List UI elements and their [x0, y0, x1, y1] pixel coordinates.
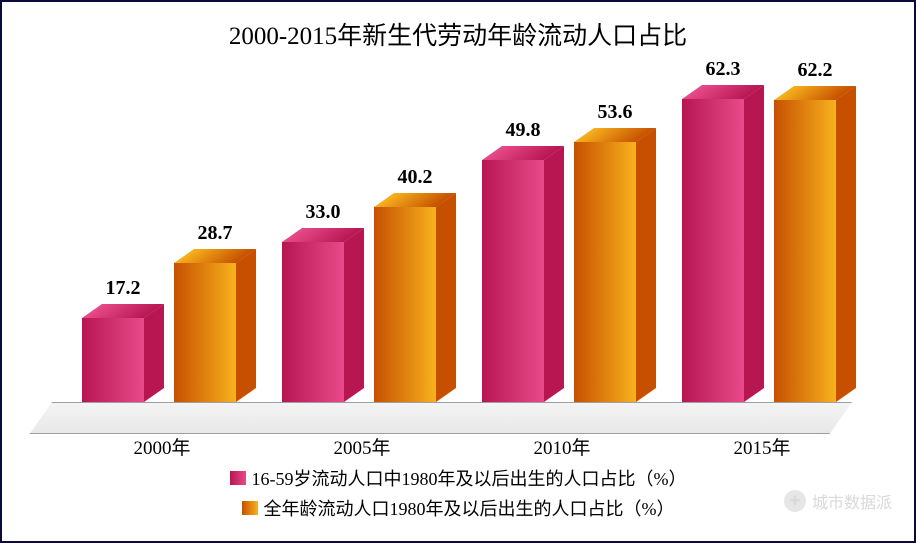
legend-swatch-a: [230, 471, 246, 485]
legend-label-b: 全年龄流动人口1980年及以后出生的人口占比（%）: [264, 495, 675, 521]
bar-series-a: [682, 99, 744, 402]
x-axis-label: 2000年: [62, 433, 262, 460]
bar-series-a: [82, 318, 144, 402]
bar-series-b: [174, 263, 236, 402]
value-label: 62.2: [765, 59, 865, 82]
x-axis-label: 2010年: [462, 433, 662, 460]
value-label: 33.0: [273, 201, 373, 224]
value-label: 62.3: [673, 58, 773, 81]
floor-face: [30, 402, 852, 434]
plot-area: 17.228.72000年33.040.22005年49.853.62010年6…: [62, 62, 862, 432]
legend: 16-59岁流动人口中1980年及以后出生的人口占比（%） 全年龄流动人口198…: [2, 463, 914, 523]
bar-series-a: [282, 242, 344, 402]
x-axis-label: 2005年: [262, 433, 462, 460]
watermark-icon: ✚: [784, 490, 806, 512]
legend-label-a: 16-59岁流动人口中1980年及以后出生的人口占比（%）: [252, 465, 687, 491]
legend-item-a: 16-59岁流动人口中1980年及以后出生的人口占比（%）: [230, 465, 687, 491]
x-axis-label: 2015年: [662, 433, 862, 460]
watermark-text: 城市数据派: [812, 489, 892, 513]
watermark: ✚ 城市数据派: [784, 489, 892, 513]
bar-series-b: [774, 100, 836, 402]
bar-series-b: [374, 207, 436, 402]
chart-frame: 2000-2015年新生代劳动年龄流动人口占比 17.2 28.7 2000年 33.…: [0, 0, 916, 543]
legend-swatch-b: [242, 501, 258, 515]
value-label: 53.6: [565, 101, 665, 124]
value-label: 17.2: [73, 277, 173, 300]
bar-series-b: [574, 142, 636, 402]
value-label: 28.7: [165, 222, 265, 245]
legend-item-b: 全年龄流动人口1980年及以后出生的人口占比（%）: [242, 495, 675, 521]
value-label: 49.8: [473, 119, 573, 142]
bar-series-a: [482, 160, 544, 402]
plot-floor: [62, 402, 862, 432]
value-label: 40.2: [365, 166, 465, 189]
chart-title: 2000-2015年新生代劳动年龄流动人口占比: [2, 16, 914, 52]
